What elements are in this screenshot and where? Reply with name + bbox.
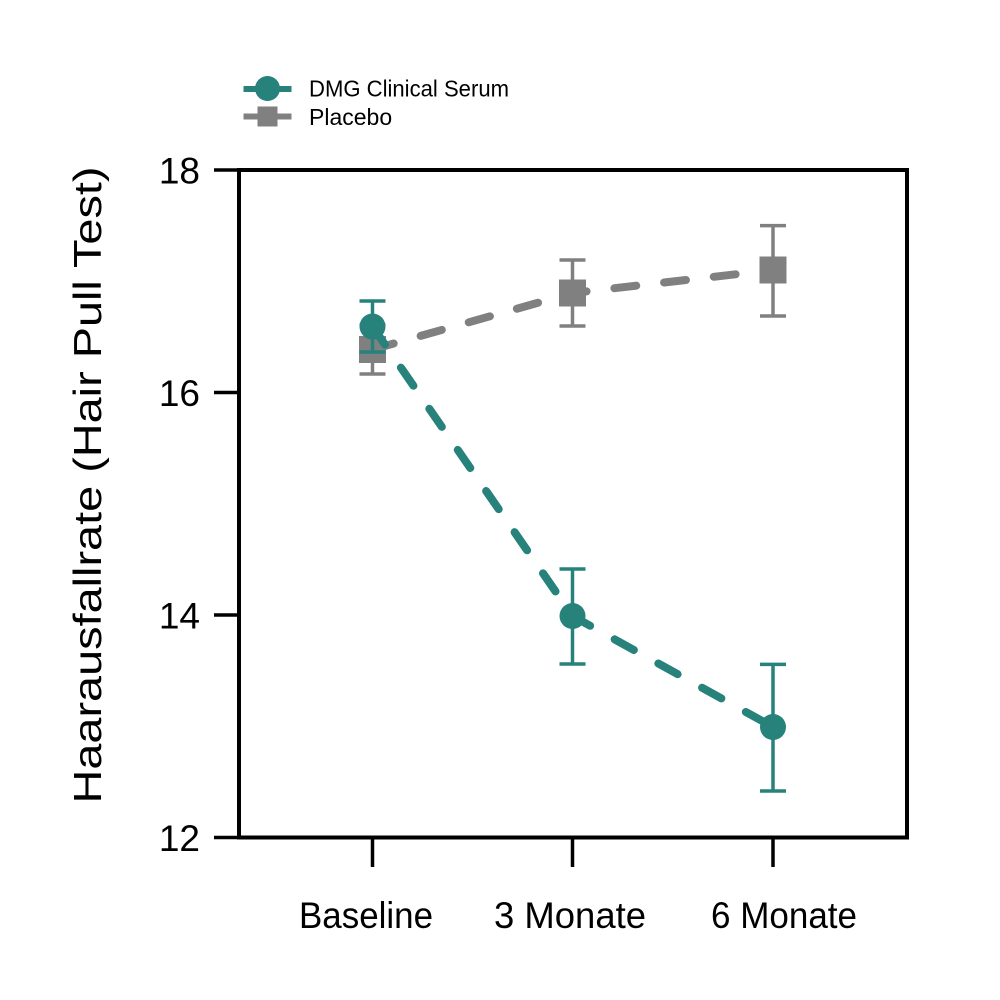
svg-text:3 Monate: 3 Monate [494,895,646,936]
svg-text:12: 12 [159,818,200,859]
svg-text:18: 18 [159,151,200,192]
svg-text:16: 16 [159,373,200,414]
svg-text:Haarausfallrate (Hair Pull Tes: Haarausfallrate (Hair Pull Test) [67,167,110,804]
svg-text:DMG Clinical Serum: DMG Clinical Serum [309,76,509,102]
svg-text:Placebo: Placebo [309,104,392,130]
svg-text:14: 14 [159,596,200,637]
svg-text:6 Monate: 6 Monate [711,895,857,936]
svg-text:Baseline: Baseline [299,895,433,936]
